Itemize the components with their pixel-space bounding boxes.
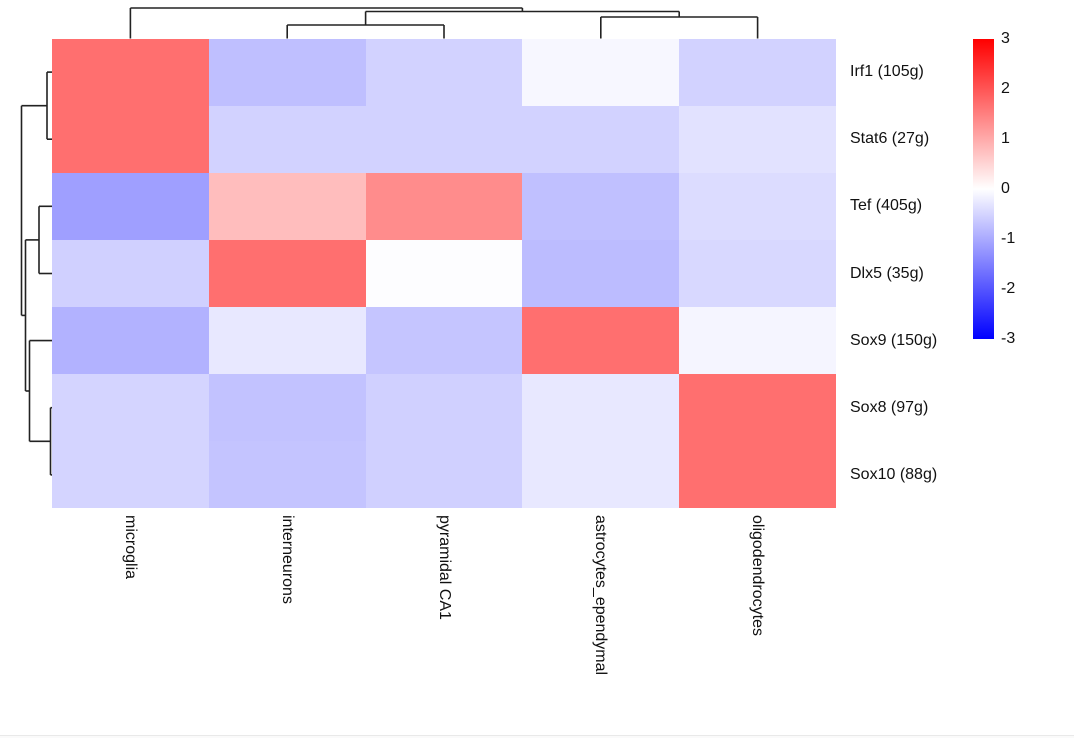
column-label: interneurons <box>278 515 296 604</box>
heatmap-cell <box>522 441 680 509</box>
heatmap-cell <box>52 374 209 442</box>
row-label: Sox9 (150g) <box>850 331 938 349</box>
row-label: Sox10 (88g) <box>850 465 938 483</box>
heatmap-cell <box>679 374 836 442</box>
heatmap-cell <box>208 172 366 240</box>
colorbar-tick-label: -2 <box>1001 279 1016 297</box>
colorbar-tick-label: 2 <box>1001 79 1010 97</box>
heatmap-cell <box>679 441 836 509</box>
heatmap-cell <box>52 441 209 509</box>
column-label: oligodendrocytes <box>749 515 767 636</box>
colorbar-tick-label: 1 <box>1001 129 1010 147</box>
heatmap-cell <box>52 38 209 106</box>
heatmap-cell <box>52 172 209 240</box>
colorbar-tick-label: 0 <box>1001 179 1010 197</box>
heatmap-grid <box>52 38 836 509</box>
colorbar-tick-label: -1 <box>1001 229 1016 247</box>
heatmap-cell <box>365 172 523 240</box>
heatmap-cell <box>208 105 366 173</box>
heatmap-cell <box>208 441 366 509</box>
heatmap-cell <box>522 307 680 375</box>
heatmap-cell <box>52 105 209 173</box>
heatmap-cell <box>365 307 523 375</box>
heatmap-cell <box>365 441 523 509</box>
heatmap-cell <box>679 239 836 308</box>
heatmap-cell <box>208 374 366 442</box>
heatmap-cell <box>679 172 836 240</box>
heatmap-cell <box>522 239 680 308</box>
colorbar-gradient <box>973 38 994 339</box>
row-label: Dlx5 (35g) <box>850 264 924 282</box>
heatmap-cell <box>52 307 209 375</box>
heatmap-cell <box>365 105 523 173</box>
colorbar-tick-label: 3 <box>1001 29 1010 47</box>
heatmap-cell <box>208 307 366 375</box>
heatmap-cell <box>679 38 836 106</box>
heatmap-cell <box>522 172 680 240</box>
row-label: Sox8 (97g) <box>850 398 929 416</box>
column-label: pyramidal CA1 <box>435 515 453 620</box>
heatmap-cell <box>679 105 836 173</box>
row-label: Tef (405g) <box>850 197 923 215</box>
heatmap-cell <box>365 239 523 308</box>
colorbar-tick-label: -3 <box>1001 329 1016 347</box>
heatmap-cell <box>522 105 680 173</box>
column-label: astrocytes_ependymal <box>592 515 610 676</box>
row-label: Stat6 (27g) <box>850 130 930 148</box>
row-label: Irf1 (105g) <box>850 63 924 81</box>
heatmap-cell <box>208 239 366 308</box>
bottom-divider <box>0 735 1074 738</box>
heatmap-cell <box>208 38 366 106</box>
column-label: microglia <box>121 515 139 580</box>
heatmap-cell <box>522 374 680 442</box>
heatmap-cell <box>365 374 523 442</box>
heatmap-cell <box>365 38 523 106</box>
heatmap-cell <box>679 307 836 375</box>
heatmap-cell <box>522 38 680 106</box>
heatmap-cell <box>52 239 209 308</box>
